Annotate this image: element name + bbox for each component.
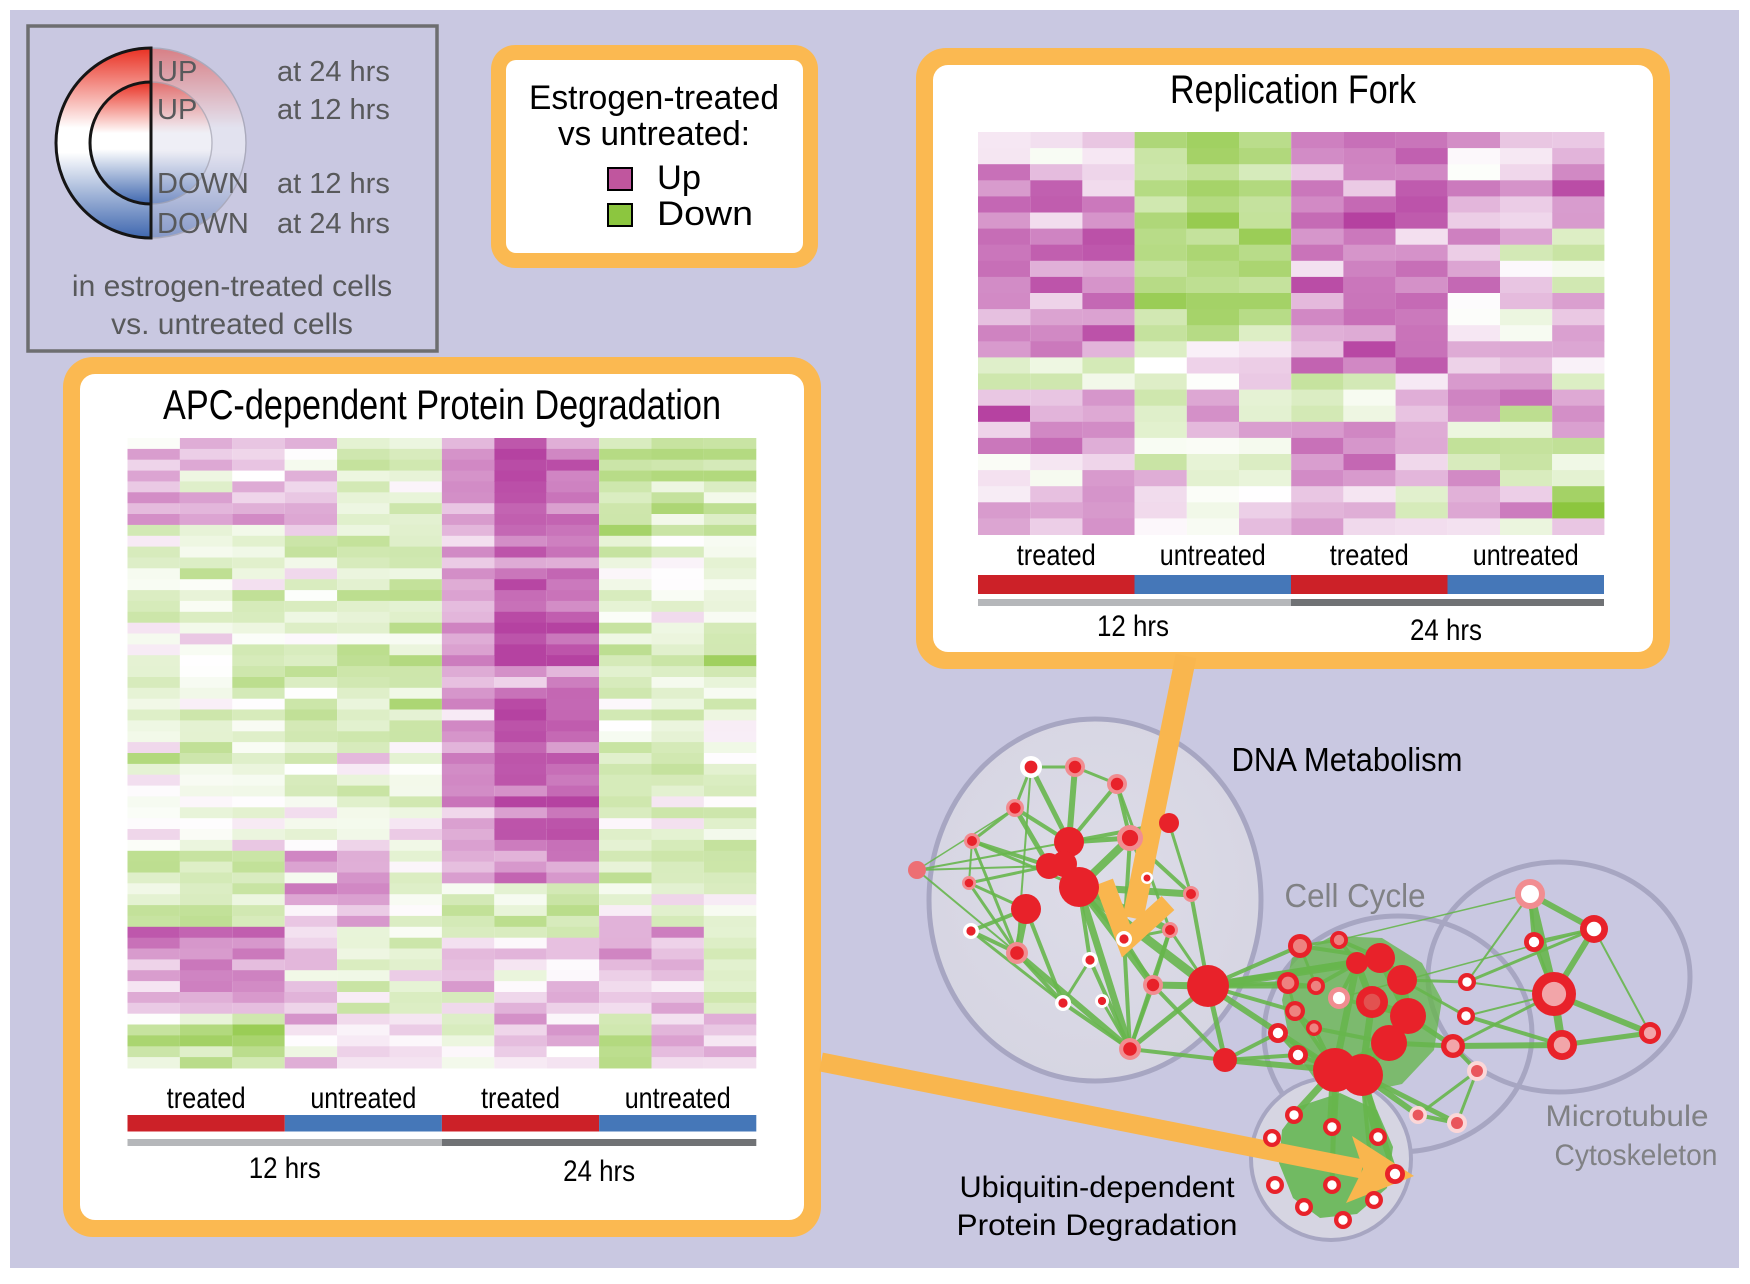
svg-text:at 24 hrs: at 24 hrs [277,56,390,88]
svg-text:in estrogen-treated cells: in estrogen-treated cells [72,270,392,303]
svg-text:Down: Down [657,195,753,233]
svg-text:treated: treated [481,1082,560,1115]
svg-text:12 hrs: 12 hrs [249,1152,321,1185]
svg-text:UP: UP [157,56,197,88]
svg-text:at 24 hrs: at 24 hrs [277,208,390,240]
svg-text:at 12 hrs: at 12 hrs [277,168,390,200]
svg-text:Replication Fork: Replication Fork [1170,68,1417,112]
svg-text:Up: Up [657,159,701,197]
svg-text:treated: treated [1017,539,1096,572]
svg-text:Cell Cycle: Cell Cycle [1285,877,1426,914]
svg-text:untreated: untreated [1160,539,1266,572]
svg-text:24 hrs: 24 hrs [1410,614,1482,647]
svg-text:DOWN: DOWN [157,208,249,240]
svg-text:Microtubule: Microtubule [1546,1100,1709,1133]
svg-text:vs. untreated cells: vs. untreated cells [111,308,353,341]
svg-text:treated: treated [1330,539,1409,572]
svg-text:vs untreated:: vs untreated: [558,115,750,153]
svg-text:Protein Degradation: Protein Degradation [957,1209,1238,1242]
svg-text:12 hrs: 12 hrs [1097,610,1169,643]
svg-text:DNA Metabolism: DNA Metabolism [1232,741,1463,778]
svg-text:APC-dependent Protein Degradat: APC-dependent Protein Degradation [163,381,721,428]
svg-text:24 hrs: 24 hrs [563,1155,635,1188]
svg-text:Cytoskeleton: Cytoskeleton [1555,1139,1718,1172]
svg-text:untreated: untreated [1473,539,1579,572]
svg-text:treated: treated [167,1082,246,1115]
svg-text:at 12 hrs: at 12 hrs [277,94,390,126]
svg-text:untreated: untreated [625,1082,731,1115]
svg-text:UP: UP [157,94,197,126]
svg-text:Estrogen-treated: Estrogen-treated [529,79,779,117]
svg-text:DOWN: DOWN [157,168,249,200]
svg-text:untreated: untreated [310,1082,416,1115]
svg-text:Ubiquitin-dependent: Ubiquitin-dependent [960,1171,1236,1204]
